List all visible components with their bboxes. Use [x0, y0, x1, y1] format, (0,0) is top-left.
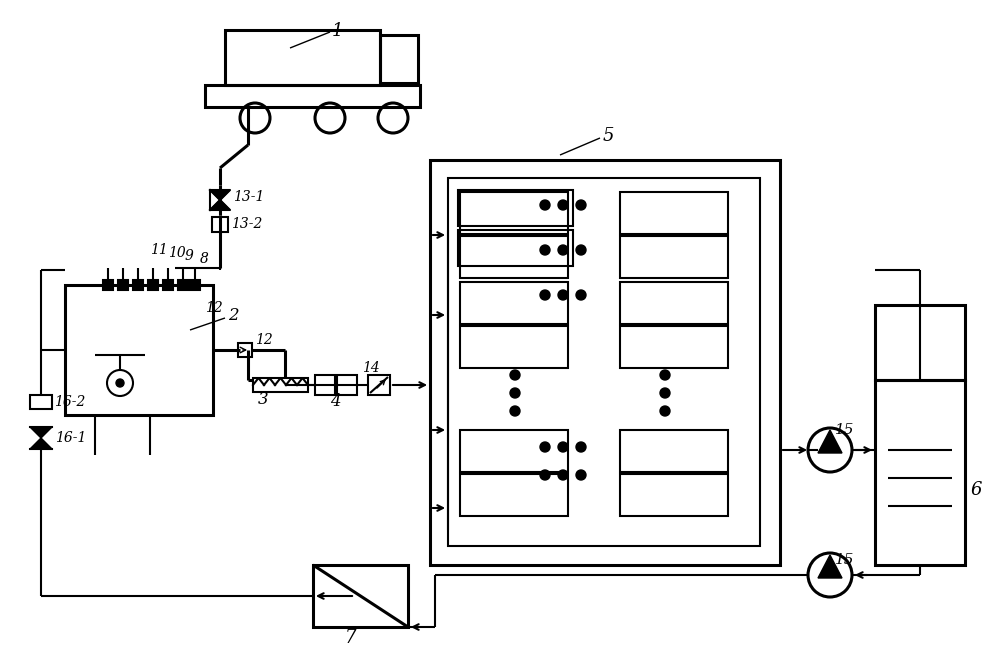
Circle shape: [510, 388, 520, 398]
Bar: [103, 280, 113, 290]
Bar: [460, 282, 568, 324]
Bar: [620, 192, 728, 234]
Text: 16-2: 16-2: [54, 395, 85, 409]
Text: 14: 14: [362, 361, 380, 375]
Circle shape: [558, 470, 568, 480]
Bar: [65, 285, 213, 415]
Polygon shape: [818, 555, 842, 578]
Bar: [190, 280, 200, 290]
Bar: [460, 236, 568, 278]
Text: 9: 9: [185, 249, 194, 263]
Circle shape: [540, 470, 550, 480]
Bar: [448, 178, 760, 546]
Bar: [460, 430, 568, 472]
Text: 4: 4: [330, 393, 341, 411]
Bar: [337, 375, 357, 395]
Bar: [460, 474, 568, 516]
Bar: [315, 375, 335, 395]
Circle shape: [510, 370, 520, 380]
Bar: [30, 395, 52, 409]
Circle shape: [576, 290, 586, 300]
Bar: [620, 236, 728, 278]
Bar: [148, 280, 158, 290]
Polygon shape: [30, 438, 52, 449]
Bar: [253, 378, 308, 392]
Text: 12: 12: [205, 301, 223, 315]
Bar: [313, 565, 408, 627]
Bar: [225, 30, 380, 85]
Bar: [133, 280, 143, 290]
Text: 11: 11: [150, 243, 168, 257]
Polygon shape: [210, 190, 230, 200]
Circle shape: [558, 245, 568, 255]
Text: 15: 15: [835, 553, 854, 567]
Bar: [458, 230, 573, 266]
Text: 7: 7: [345, 629, 356, 647]
Text: 1: 1: [332, 22, 344, 40]
Circle shape: [540, 245, 550, 255]
Bar: [875, 380, 965, 565]
Bar: [430, 160, 780, 565]
Bar: [380, 35, 418, 83]
Bar: [205, 85, 420, 107]
Text: 13-1: 13-1: [233, 190, 264, 204]
Circle shape: [540, 442, 550, 452]
Text: 10: 10: [168, 246, 186, 260]
Bar: [238, 343, 252, 357]
Circle shape: [510, 406, 520, 416]
Polygon shape: [30, 427, 52, 438]
Text: 3: 3: [258, 391, 269, 408]
Circle shape: [558, 200, 568, 210]
Bar: [118, 280, 128, 290]
Circle shape: [576, 470, 586, 480]
Circle shape: [660, 406, 670, 416]
Circle shape: [660, 388, 670, 398]
Text: 12: 12: [255, 333, 273, 347]
Circle shape: [558, 290, 568, 300]
Text: 5: 5: [603, 127, 614, 145]
Bar: [178, 280, 188, 290]
Circle shape: [660, 370, 670, 380]
Circle shape: [576, 442, 586, 452]
Text: 8: 8: [200, 252, 209, 266]
Circle shape: [116, 379, 124, 387]
Bar: [620, 326, 728, 368]
Bar: [458, 190, 573, 226]
Circle shape: [540, 200, 550, 210]
Text: 2: 2: [228, 307, 239, 324]
Bar: [620, 474, 728, 516]
Circle shape: [576, 200, 586, 210]
Bar: [163, 280, 173, 290]
Circle shape: [576, 245, 586, 255]
Bar: [460, 326, 568, 368]
Text: 15: 15: [835, 423, 854, 437]
Circle shape: [540, 290, 550, 300]
Bar: [368, 375, 390, 395]
Text: 6: 6: [970, 481, 982, 499]
Bar: [620, 430, 728, 472]
Bar: [875, 305, 965, 380]
Circle shape: [558, 442, 568, 452]
Bar: [460, 192, 568, 234]
Bar: [212, 217, 228, 232]
Text: 13-2: 13-2: [231, 217, 262, 231]
Text: 16-1: 16-1: [55, 431, 86, 445]
Polygon shape: [210, 200, 230, 210]
Polygon shape: [818, 430, 842, 453]
Bar: [620, 282, 728, 324]
